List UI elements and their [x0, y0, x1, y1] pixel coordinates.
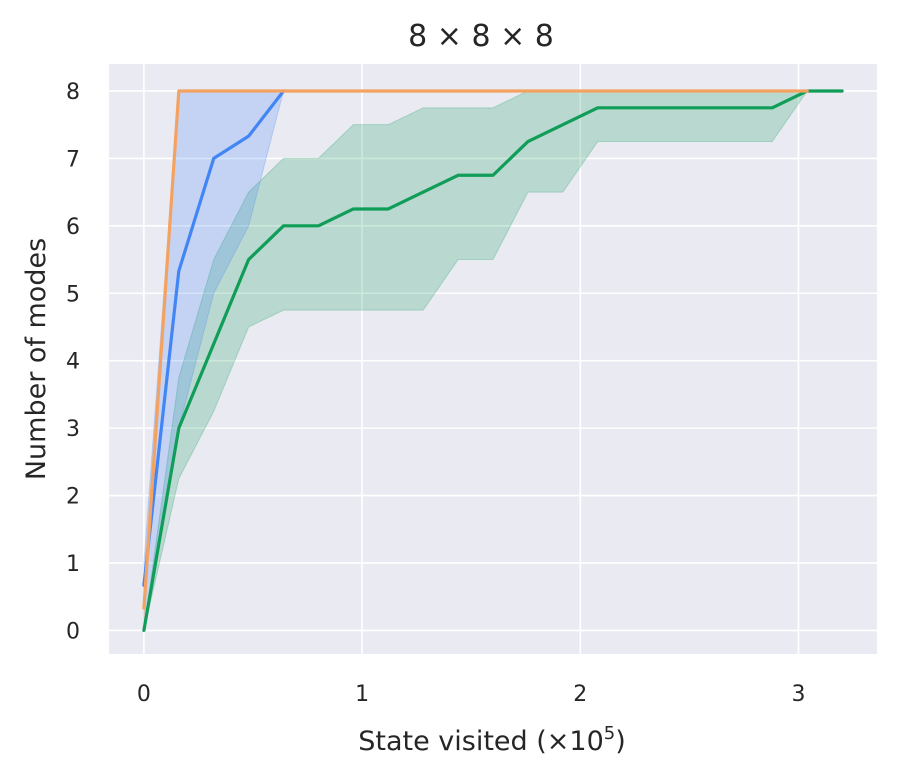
x-axis-label-suffix: ) — [615, 726, 626, 757]
y-tick-label: 8 — [66, 80, 80, 105]
x-tick-label: 0 — [137, 682, 151, 707]
x-axis-label: State visited (×105) — [358, 723, 626, 757]
series-lines — [142, 89, 844, 633]
grid — [109, 64, 877, 654]
chart-title: 8 × 8 × 8 — [408, 19, 554, 54]
series-0-line — [142, 89, 844, 633]
y-tick-label: 3 — [66, 417, 80, 442]
x-tick-label: 1 — [355, 682, 369, 707]
y-tick-label: 5 — [66, 282, 80, 307]
x-axis-label-sup: 5 — [604, 723, 615, 744]
x-ticks: 0 1 2 3 — [137, 682, 806, 707]
x-tick-label: 2 — [573, 682, 587, 707]
y-tick-label: 0 — [66, 619, 80, 644]
x-axis-label-main: State visited (×10 — [358, 726, 604, 757]
y-tick-label: 6 — [66, 215, 80, 240]
y-tick-label: 7 — [66, 147, 80, 172]
y-tick-label: 4 — [66, 350, 80, 375]
series-2-line — [142, 89, 809, 610]
plot-background — [109, 64, 877, 654]
y-axis-label: Number of modes — [21, 238, 52, 480]
y-tick-label: 2 — [66, 485, 80, 510]
x-tick-label: 3 — [791, 682, 805, 707]
y-ticks: 0 1 2 3 4 5 6 7 8 — [66, 80, 80, 644]
series-1-line — [142, 89, 286, 587]
y-tick-label: 1 — [66, 552, 80, 577]
